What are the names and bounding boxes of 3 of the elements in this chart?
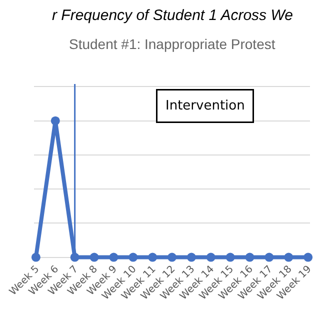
text: Intervention [166, 98, 245, 114]
chart-subtitle: Student #1: Inappropriate Protest [69, 36, 276, 52]
chart-title: r Frequency of Student 1 Across We [52, 7, 293, 24]
